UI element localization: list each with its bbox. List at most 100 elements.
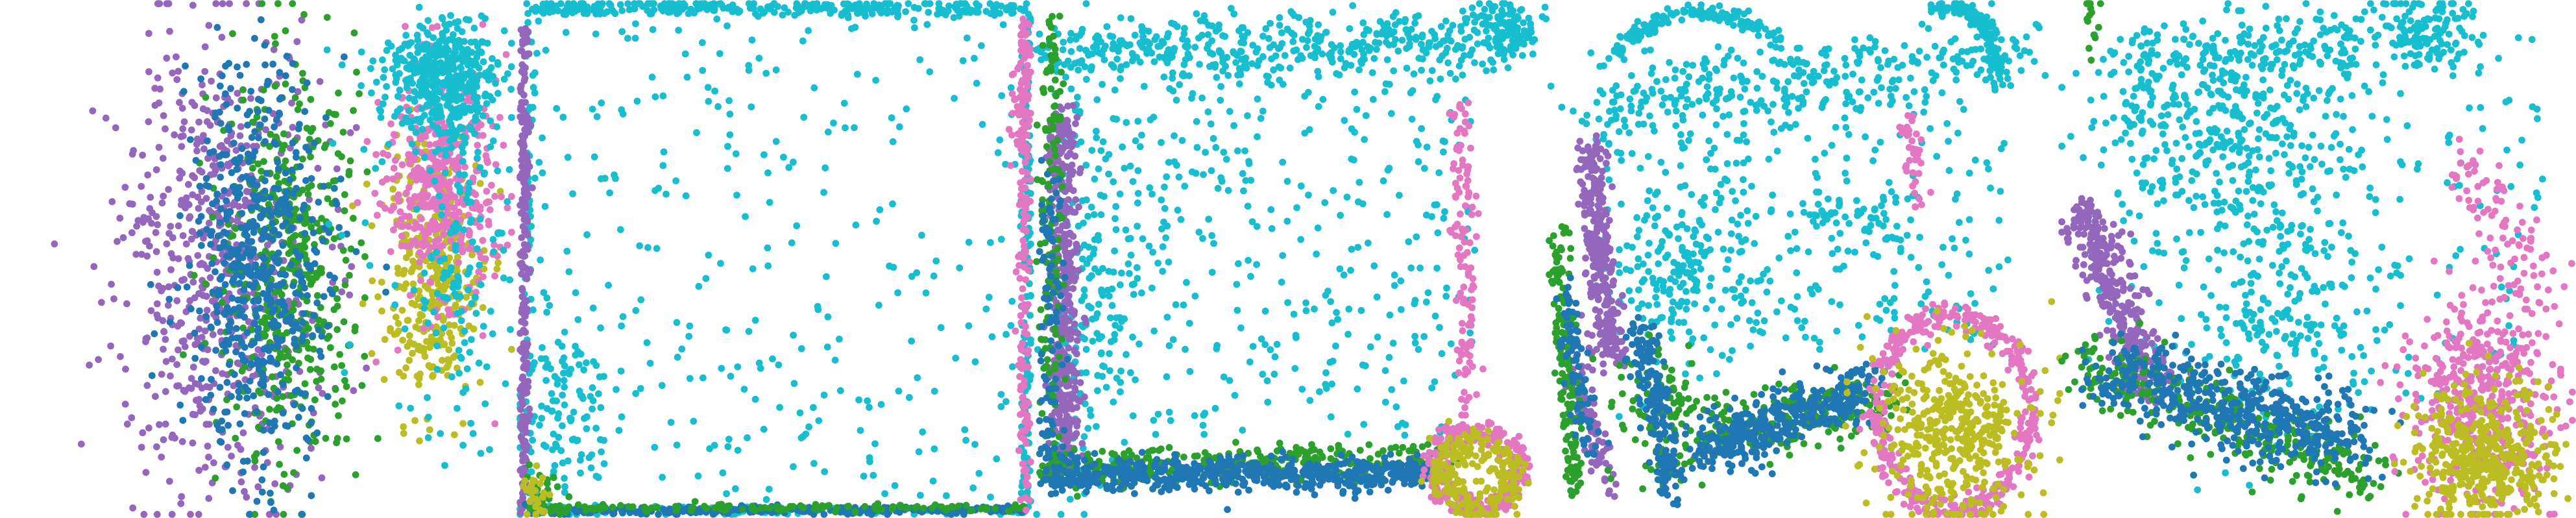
scatter-point-cyan <box>886 0 894 7</box>
scatter-point-cyan <box>793 0 801 7</box>
scatter-point-green <box>851 508 859 515</box>
scatter-point-blue <box>236 280 243 287</box>
scatter-point-green <box>279 482 287 489</box>
scatter-point-pink <box>483 188 491 195</box>
scatter-point-purple <box>522 443 529 450</box>
scatter-point-olive <box>427 364 435 371</box>
scatter-point-cyan <box>797 345 805 352</box>
scatter-point-green <box>180 351 187 358</box>
scatter-point-purple <box>193 334 201 342</box>
scatter-point-purple <box>294 88 302 95</box>
scatter-point-cyan <box>682 192 690 200</box>
scatter-point-purple <box>516 84 524 92</box>
scatter-point-green <box>653 504 661 511</box>
scatter-point-blue <box>174 284 182 291</box>
scatter-point-blue <box>253 313 260 321</box>
scatter-point-blue <box>217 173 224 181</box>
scatter-point-cyan <box>424 394 431 401</box>
scatter-point-cyan <box>422 82 430 90</box>
scatter-point-cyan <box>438 113 445 121</box>
scatter-point-purple <box>165 0 173 7</box>
scatter-point-cyan <box>476 164 484 171</box>
scatter-point-green <box>272 133 280 141</box>
scatter-point-blue <box>207 241 215 248</box>
scatter-point-cyan <box>474 93 481 101</box>
scatter-point-cyan <box>554 376 561 384</box>
scatter-point-blue <box>239 174 246 181</box>
scatter-point-blue <box>332 198 340 206</box>
scatter-point-green <box>978 504 986 512</box>
scatter-point-purple <box>205 219 213 227</box>
scatter-panel-1 <box>51 0 515 518</box>
scatter-point-cyan <box>766 199 773 206</box>
scatter-point-pink <box>459 248 467 256</box>
scatter-point-green <box>293 447 300 454</box>
scatter-point-cyan <box>468 336 475 343</box>
scatter-point-cyan <box>729 1 736 8</box>
scatter-point-green <box>904 504 911 512</box>
scatter-point-blue <box>213 308 221 316</box>
scatter-point-cyan <box>465 286 472 294</box>
scatter-point-purple <box>181 388 189 395</box>
scatter-point-blue <box>235 388 243 395</box>
scatter-point-purple <box>186 297 194 304</box>
scatter-point-cyan <box>881 490 888 497</box>
scatter-point-purple <box>173 53 180 60</box>
scatter-point-purple <box>225 162 232 169</box>
scatter-point-cyan <box>889 138 897 145</box>
scatter-point-cyan <box>529 5 536 13</box>
scatter-point-blue <box>304 292 311 299</box>
scatter-point-purple <box>195 118 202 126</box>
scatter-point-green <box>553 483 561 491</box>
scatter-point-green <box>640 503 648 511</box>
scatter-point-pink <box>354 199 361 206</box>
scatter-point-green <box>552 502 559 510</box>
scatter-point-blue <box>147 281 154 288</box>
scatter-point-blue <box>292 319 300 327</box>
scatter-point-blue <box>303 260 311 268</box>
scatter-point-cyan <box>485 76 492 84</box>
scatter-point-cyan <box>790 380 798 388</box>
scatter-point-cyan <box>538 402 545 410</box>
scatter-point-pink <box>1021 399 1028 406</box>
scatter-point-cyan <box>523 0 531 7</box>
scatter-point-olive <box>378 278 385 286</box>
scatter-point-purple <box>203 306 211 314</box>
scatter-point-cyan <box>810 404 817 412</box>
scatter-point-cyan <box>589 405 596 413</box>
scatter-point-cyan <box>414 43 421 51</box>
scatter-point-purple <box>152 213 160 220</box>
scatter-point-pink <box>1019 167 1026 175</box>
scatter-point-blue <box>300 310 308 317</box>
scatter-point-cyan <box>430 308 437 315</box>
scatter-point-purple <box>141 238 149 245</box>
scatter-point-cyan <box>790 158 797 166</box>
scatter-point-olive <box>387 325 394 332</box>
scatter-point-green <box>691 498 699 505</box>
scatter-point-cyan <box>593 113 601 121</box>
scatter-point-purple <box>216 143 224 150</box>
scatter-point-blue <box>245 238 252 245</box>
scatter-point-green <box>274 438 282 445</box>
scatter-point-blue <box>202 313 210 321</box>
scatter-point-purple <box>162 420 169 428</box>
scatter-point-cyan <box>618 322 626 330</box>
scatter-point-purple <box>254 483 262 491</box>
scatter-point-cyan <box>565 268 573 275</box>
scatter-point-pink <box>496 114 504 121</box>
scatter-point-cyan <box>830 119 837 127</box>
scatter-point-cyan <box>463 16 470 23</box>
scatter-point-purple <box>208 77 215 85</box>
scatter-point-cyan <box>405 107 413 115</box>
scatter-point-cyan <box>922 0 930 7</box>
scatter-point-blue <box>278 337 285 344</box>
scatter-point-cyan <box>915 5 922 12</box>
scatter-point-green <box>274 0 282 7</box>
scatter-point-cyan <box>563 247 571 255</box>
scatter-point-blue <box>191 329 199 337</box>
scatter-point-purple <box>314 164 322 172</box>
scatter-point-green <box>797 502 805 510</box>
scatter-point-blue <box>213 302 221 310</box>
scatter-point-blue <box>297 214 304 222</box>
scatter-point-cyan <box>481 90 489 98</box>
